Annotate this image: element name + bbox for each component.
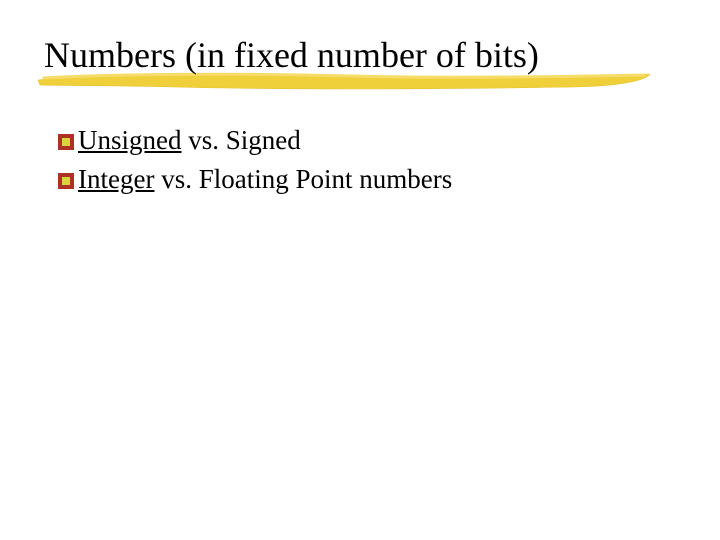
bullet-text-part: vs. Signed <box>182 125 301 155</box>
bullet-list: Unsigned vs. Signed Integer vs. Floating … <box>44 124 680 198</box>
brush-path <box>38 74 650 89</box>
bullet-item: Unsigned vs. Signed <box>56 124 680 158</box>
slide: Numbers (in fixed number of bits) Unsign… <box>0 0 720 540</box>
slide-title: Numbers (in fixed number of bits) <box>44 36 680 76</box>
bullet-text-part: Integer <box>78 164 154 194</box>
bullet-text: Integer vs. Floating Point numbers <box>78 163 452 197</box>
bullet-icon <box>56 132 76 152</box>
bullet-icon <box>56 171 76 191</box>
bullet-text-part: Unsigned <box>78 125 182 155</box>
bullet-text: Unsigned vs. Signed <box>78 124 301 158</box>
title-block: Numbers (in fixed number of bits) <box>44 36 680 76</box>
bullet-text-part: vs. Floating Point numbers <box>154 164 452 194</box>
bullet-item: Integer vs. Floating Point numbers <box>56 163 680 197</box>
